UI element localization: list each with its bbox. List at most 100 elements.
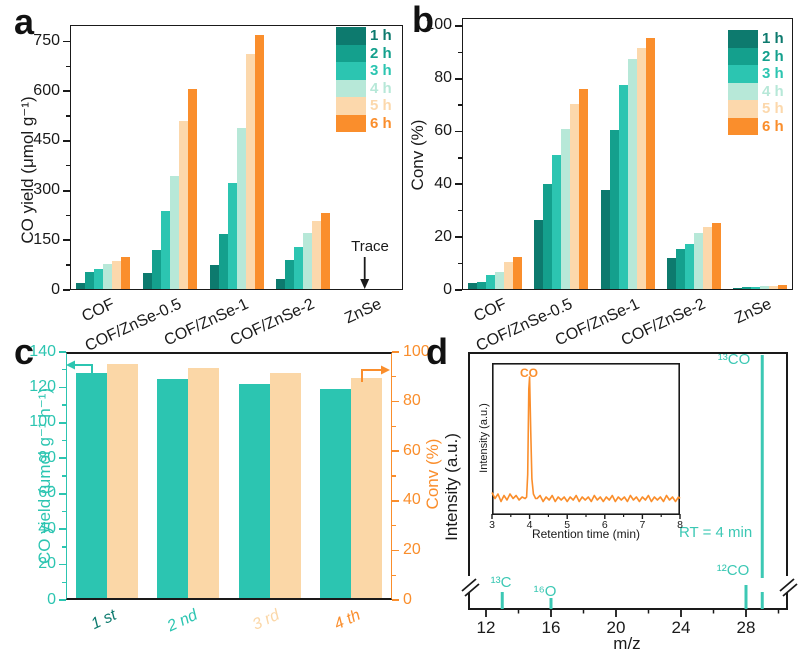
left-y-tick — [59, 421, 66, 424]
x-category-label: 4 th — [332, 606, 364, 634]
left-y-tick — [59, 351, 66, 353]
bar — [561, 128, 571, 290]
bar — [732, 287, 742, 290]
left-y-tick — [59, 457, 66, 460]
y-tick — [63, 189, 70, 192]
y-tick — [455, 236, 462, 239]
right-y-tick-label: 60 — [403, 441, 421, 459]
inset-x-tick-label: 4 — [526, 519, 533, 531]
x-category-label: 2 nd — [164, 606, 201, 636]
y-axis-title-c-left: CO yield (μmol g⁻¹ h⁻¹) — [35, 387, 54, 565]
bar — [504, 262, 514, 290]
x-category-label: COF/ZnSe-0.5 — [473, 295, 576, 356]
legend-label: 1 h — [370, 27, 392, 44]
bar — [160, 211, 170, 290]
axis-break-right — [779, 578, 795, 592]
right-axis-arrow — [361, 369, 382, 382]
bar — [759, 286, 769, 290]
trace-arrow-head — [360, 279, 370, 289]
inset-x-tick-label: 5 — [564, 519, 571, 531]
y-tick-label: 60 — [434, 122, 452, 140]
axis-break-right — [782, 583, 798, 597]
left-y-tick-label: 40 — [38, 519, 56, 537]
left-axis-arrow-head — [66, 360, 75, 370]
bar-co-yield — [75, 373, 107, 600]
x-category-label: ZnSe — [732, 295, 775, 328]
y-minor-tick — [66, 65, 70, 68]
bar — [477, 282, 487, 290]
right-y-tick-label: 20 — [403, 540, 421, 558]
legend-label: 2 h — [370, 44, 392, 62]
plot-frame — [66, 352, 392, 600]
legend-label: 4 h — [762, 82, 784, 100]
left-y-tick-label: 120 — [29, 377, 56, 395]
panel-letter-c: c — [14, 331, 35, 372]
right-y-tick — [392, 351, 399, 353]
bar — [609, 130, 619, 290]
y-minor-tick — [458, 262, 462, 265]
inset-peak-label: CO — [520, 366, 538, 380]
y-minor-tick — [458, 104, 462, 106]
left-y-minor-tick — [62, 581, 66, 583]
x-category-label: COF/ZnSe-1 — [161, 295, 251, 350]
y-axis-title-a: CO yield (μmol g⁻¹) — [18, 96, 37, 244]
right-y-tick-label: 40 — [403, 491, 421, 509]
bar — [276, 279, 286, 290]
bar — [94, 269, 104, 290]
legend-label: 3 h — [762, 65, 784, 82]
bar — [627, 58, 637, 290]
bar — [321, 212, 331, 290]
y-tick — [455, 130, 462, 133]
bar-co-yield — [320, 389, 352, 600]
legend-swatch — [336, 62, 366, 80]
y-minor-tick — [458, 210, 462, 212]
y-tick-label: 300 — [33, 181, 60, 199]
legend-label: 2 h — [762, 47, 784, 65]
spectrum-frame — [468, 352, 788, 610]
y-tick-label: 20 — [434, 227, 452, 245]
x-category-label: COF — [79, 295, 118, 326]
panel-letter-d: d — [426, 331, 448, 372]
x-category-label: COF — [471, 295, 510, 326]
bar — [285, 260, 295, 290]
bar — [702, 226, 712, 290]
bar — [254, 34, 264, 290]
bar — [684, 243, 694, 290]
x-category-label: COF/ZnSe-2 — [227, 295, 318, 350]
plot-frame — [70, 25, 403, 290]
y-tick — [455, 77, 462, 80]
retention-time-annotation: RT = 4 min — [679, 524, 753, 541]
bar — [768, 286, 778, 290]
legend-swatch — [728, 30, 758, 48]
x-tick-label: 12 — [476, 618, 496, 637]
right-y-minor-tick — [392, 475, 396, 477]
left-y-tick — [59, 528, 66, 531]
right-y-minor-tick — [392, 425, 396, 428]
y-tick-label: 100 — [425, 16, 452, 34]
bar — [294, 246, 304, 290]
y-tick — [63, 90, 70, 93]
axis-break-left — [464, 583, 480, 597]
bar — [85, 271, 95, 290]
axis-break-left — [461, 578, 477, 592]
left-y-minor-tick — [62, 369, 66, 371]
right-y-tick — [392, 599, 399, 601]
y-axis-title-c-right: Conv (%) — [423, 438, 442, 510]
y-tick-label: 450 — [33, 131, 60, 149]
y-tick-label: 40 — [434, 174, 452, 192]
axis-break-mask-left — [463, 576, 475, 593]
bar — [750, 286, 760, 290]
plot-frame — [462, 18, 793, 290]
legend-swatch — [728, 47, 758, 65]
legend-swatch — [728, 82, 758, 100]
inset-x-axis-title: Retention time (min) — [531, 527, 641, 541]
y-tick-label: 750 — [33, 32, 60, 50]
legend-swatch — [336, 114, 366, 132]
legend-swatch — [336, 27, 366, 45]
legend-swatch — [336, 44, 366, 62]
x-category-label: COF/ZnSe-0.5 — [82, 295, 185, 356]
